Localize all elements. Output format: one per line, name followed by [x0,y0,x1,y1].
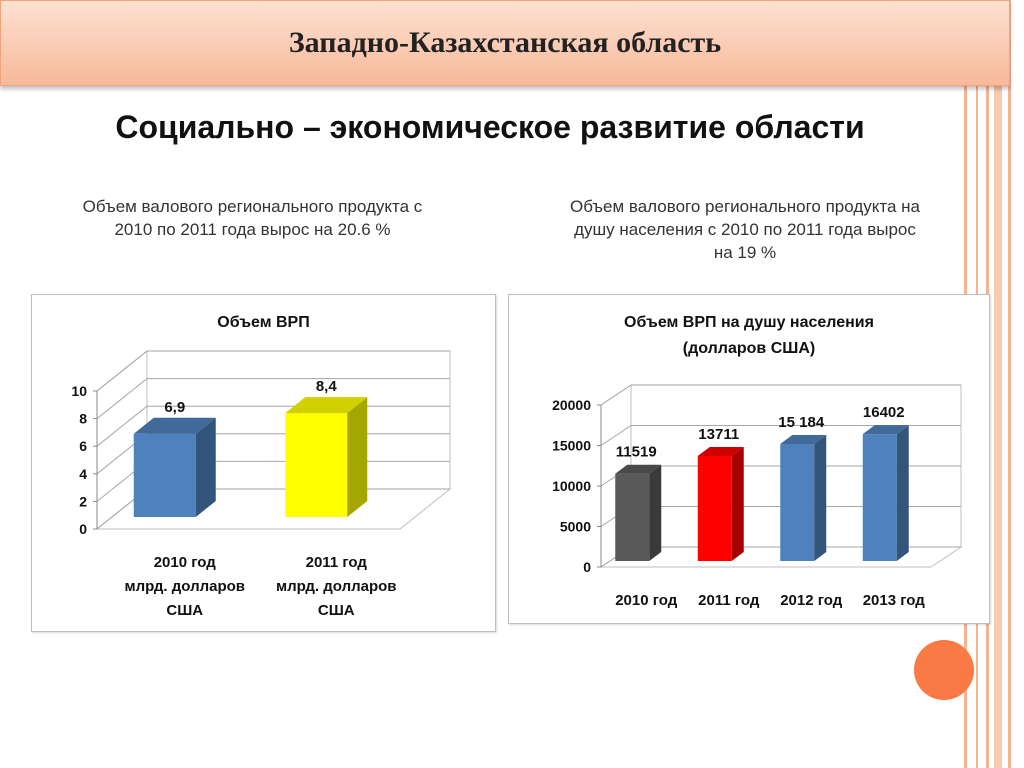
category-label: 2013 год [863,592,926,609]
gridline [96,350,450,392]
page-title: Западно-Казахстанская область [288,26,722,59]
y-tick-label: 2 [79,493,87,509]
bar-front [133,433,196,517]
data-label: 16402 [863,404,905,421]
chart-title: (долларов США) [683,340,815,357]
bar-top [285,397,368,414]
gridline [600,425,961,446]
category-label: 2010 год [154,554,217,571]
y-tick-label: 0 [79,521,87,537]
decorative-circle [914,640,974,700]
gridline [96,378,450,419]
bar-top [133,417,216,434]
data-label: 8,4 [316,378,338,395]
chart-grp-per-capita: Объем ВРП на душу населения (долларов США… [508,294,990,624]
data-label: 11519 [616,444,657,461]
category-label: 2011 год [306,554,368,571]
data-label: 6,9 [164,399,185,416]
bar-front [615,473,650,561]
bar-top [615,464,662,474]
y-tick-label: 6 [79,438,87,454]
category-label: США [318,602,355,619]
data-label: 13711 [698,426,739,443]
category-label: млрд. долларов [124,578,245,595]
slide-headline: Социально – экономическое развитие облас… [115,109,865,145]
bar-side [731,446,744,561]
bar-side [814,435,827,561]
y-tick-label: 10000 [552,478,591,494]
chart-grp-volume-svg: Объем ВРП 0 2 4 6 8 10 6,9 2010 год млрд. долларо… [71,314,452,619]
title-banner: Западно-Казахстанская область [0,0,1010,86]
bar-side [347,397,368,517]
note-grp-growth: Объем валового регионального продукта с … [82,197,423,239]
y-tick-label: 20000 [552,397,591,413]
bar-top [697,446,744,456]
bar-side [649,464,662,561]
chart-grp-per-capita-svg: Объем ВРП на душу населения (долларов США… [552,314,963,609]
category-label: млрд. долларов [276,578,397,595]
data-label: 15 184 [778,414,825,431]
chart-grp-volume: Объем ВРП 0 2 4 6 8 10 6,9 2010 год млрд. долларо… [31,294,496,632]
chart-title: Объем ВРП [217,314,309,331]
chart-title: Объем ВРП на душу населения [624,314,874,331]
bar-side [195,417,216,517]
category-label: 2011 год [698,592,760,609]
y-tick-label: 10 [71,383,87,399]
bar-side [896,425,909,561]
gridline [600,384,961,406]
category-label: 2010 год [615,592,678,609]
bar-front [697,455,732,561]
bar-top [780,435,827,445]
note-grp-per-capita-growth: Объем валового регионального продукта на… [570,197,920,262]
category-label: США [166,602,203,619]
bar-front [285,413,348,517]
y-tick-label: 5000 [560,519,591,535]
y-tick-label: 8 [79,411,87,427]
bar-front [862,434,897,561]
bar-top [862,425,909,435]
y-tick-label: 15000 [552,438,591,454]
bar-front [780,444,815,561]
y-tick-label: 0 [583,559,591,575]
category-label: 2012 год [780,592,843,609]
y-tick-label: 4 [79,466,87,482]
